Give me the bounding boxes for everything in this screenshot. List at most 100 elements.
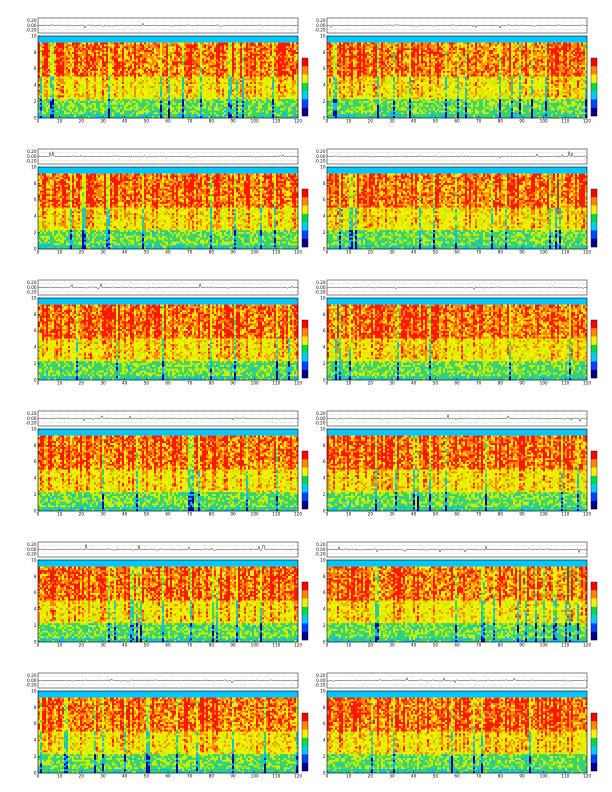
spectrogram-cell bbox=[88, 63, 90, 65]
spectrogram-cell bbox=[202, 71, 204, 73]
spectrogram-cell bbox=[282, 73, 284, 75]
spectrogram-cell bbox=[44, 103, 46, 105]
spectrogram-cell bbox=[42, 44, 44, 46]
spectrogram-cell bbox=[40, 54, 42, 56]
spectrogram-cell bbox=[262, 43, 264, 45]
spectrogram-cell bbox=[112, 69, 114, 71]
spectrogram-cell bbox=[68, 90, 70, 92]
spectrogram-cell bbox=[174, 103, 176, 105]
spectrogram-cell bbox=[68, 60, 70, 62]
spectrogram-cell bbox=[42, 46, 44, 48]
spectrogram-cell bbox=[142, 69, 144, 71]
spectrogram-cell bbox=[166, 69, 168, 71]
spectrogram-cell bbox=[132, 44, 134, 46]
spectrogram-cell bbox=[218, 82, 220, 84]
spectrogram-cell bbox=[100, 78, 102, 80]
spectrogram-cell bbox=[278, 73, 280, 75]
spectrogram-cell bbox=[66, 73, 68, 75]
spectrogram-cell bbox=[96, 52, 98, 54]
spectrogram-cell bbox=[156, 110, 158, 112]
spectrogram-cell bbox=[262, 93, 264, 95]
spectrogram-cell bbox=[216, 103, 218, 105]
spectrogram-cell bbox=[258, 78, 260, 80]
spectrogram-cell bbox=[276, 71, 278, 73]
spectrogram-cell bbox=[126, 95, 128, 97]
spectrogram-cell bbox=[174, 52, 176, 54]
spectrogram-cell bbox=[162, 90, 164, 92]
spectrogram-cell bbox=[68, 54, 70, 56]
spectrogram-cell bbox=[168, 84, 170, 86]
spectrogram-cell bbox=[112, 77, 114, 79]
spectrogram-cell bbox=[250, 112, 252, 114]
spectrogram-cell bbox=[270, 61, 272, 63]
spectrogram-cell bbox=[208, 52, 210, 54]
spectrogram-cell bbox=[248, 90, 250, 92]
spectrogram-cell bbox=[118, 112, 120, 114]
spectrogram-cell bbox=[160, 63, 162, 65]
spectrogram-cell bbox=[160, 77, 162, 79]
spectrogram-cell bbox=[162, 109, 164, 111]
spectrogram-cell bbox=[282, 52, 284, 54]
spectrogram-cell bbox=[54, 43, 56, 45]
spectrogram-cell bbox=[272, 60, 274, 62]
spectrogram-cell bbox=[176, 69, 178, 71]
spectrogram-cell bbox=[162, 67, 164, 69]
spectrogram-cell bbox=[278, 105, 280, 107]
spectrogram-cell bbox=[184, 103, 186, 105]
spectrogram-cell bbox=[262, 44, 264, 46]
spectrogram-cell bbox=[248, 97, 250, 99]
spectrogram-cell bbox=[86, 114, 88, 116]
spectrogram-cell bbox=[46, 65, 48, 67]
spectrogram-cell bbox=[70, 48, 72, 50]
spectrogram-cell bbox=[256, 107, 258, 109]
spectrogram-cell bbox=[46, 46, 48, 48]
spectrogram-cell bbox=[96, 65, 98, 67]
spectrogram-cell bbox=[266, 67, 268, 69]
spectrogram-cell bbox=[232, 71, 234, 73]
spectrogram-cell bbox=[98, 112, 100, 114]
spectrogram-cell bbox=[126, 103, 128, 105]
spectrogram-cell bbox=[124, 54, 126, 56]
spectrogram-cell bbox=[138, 77, 140, 79]
spectrogram-cell bbox=[144, 84, 146, 86]
spectrogram-cell bbox=[172, 54, 174, 56]
spectrogram-cell bbox=[96, 114, 98, 116]
spectrogram-cell bbox=[236, 43, 238, 45]
spectrogram-cell bbox=[132, 99, 134, 101]
spectrogram-cell bbox=[278, 65, 280, 67]
spectrogram-cell bbox=[120, 112, 122, 114]
spectrogram-cell bbox=[158, 73, 160, 75]
spectrogram-cell bbox=[246, 103, 248, 105]
spectrogram-cell bbox=[264, 88, 266, 90]
spectrogram-cell bbox=[148, 107, 150, 109]
spectrogram-cell bbox=[202, 58, 204, 60]
spectrogram-cell bbox=[274, 101, 276, 103]
spectrogram-cell bbox=[88, 80, 90, 82]
spectrogram-cell bbox=[118, 63, 120, 65]
spectrogram-cell bbox=[270, 71, 272, 73]
spectrogram-cell bbox=[138, 54, 140, 56]
spectrogram-cell bbox=[160, 86, 162, 88]
spectrogram-cell bbox=[236, 50, 238, 52]
spectrogram-cell bbox=[156, 54, 158, 56]
spectrogram-cell bbox=[202, 82, 204, 84]
spectrogram-cell bbox=[92, 90, 94, 92]
spectrogram-cell bbox=[162, 112, 164, 114]
spectrogram-cell bbox=[178, 77, 180, 79]
spectrogram-cell bbox=[78, 52, 80, 54]
spectrogram-cell bbox=[144, 92, 146, 94]
spectrogram-cell bbox=[76, 110, 78, 112]
spectrogram-cell bbox=[126, 50, 128, 52]
spectrogram-cell bbox=[80, 54, 82, 56]
spectrogram-cell bbox=[96, 78, 98, 80]
spectrogram-cell bbox=[142, 99, 144, 101]
spectrogram-cell bbox=[76, 99, 78, 101]
spectrogram-cell bbox=[182, 61, 184, 63]
spectrogram-cell bbox=[196, 105, 198, 107]
spectrogram-cell bbox=[190, 56, 192, 58]
spectrogram-cell bbox=[224, 109, 226, 111]
spectrogram-cell bbox=[62, 54, 64, 56]
spectrogram-cell bbox=[56, 105, 58, 107]
spectrogram-cell bbox=[180, 80, 182, 82]
spectrogram-cell bbox=[64, 71, 66, 73]
